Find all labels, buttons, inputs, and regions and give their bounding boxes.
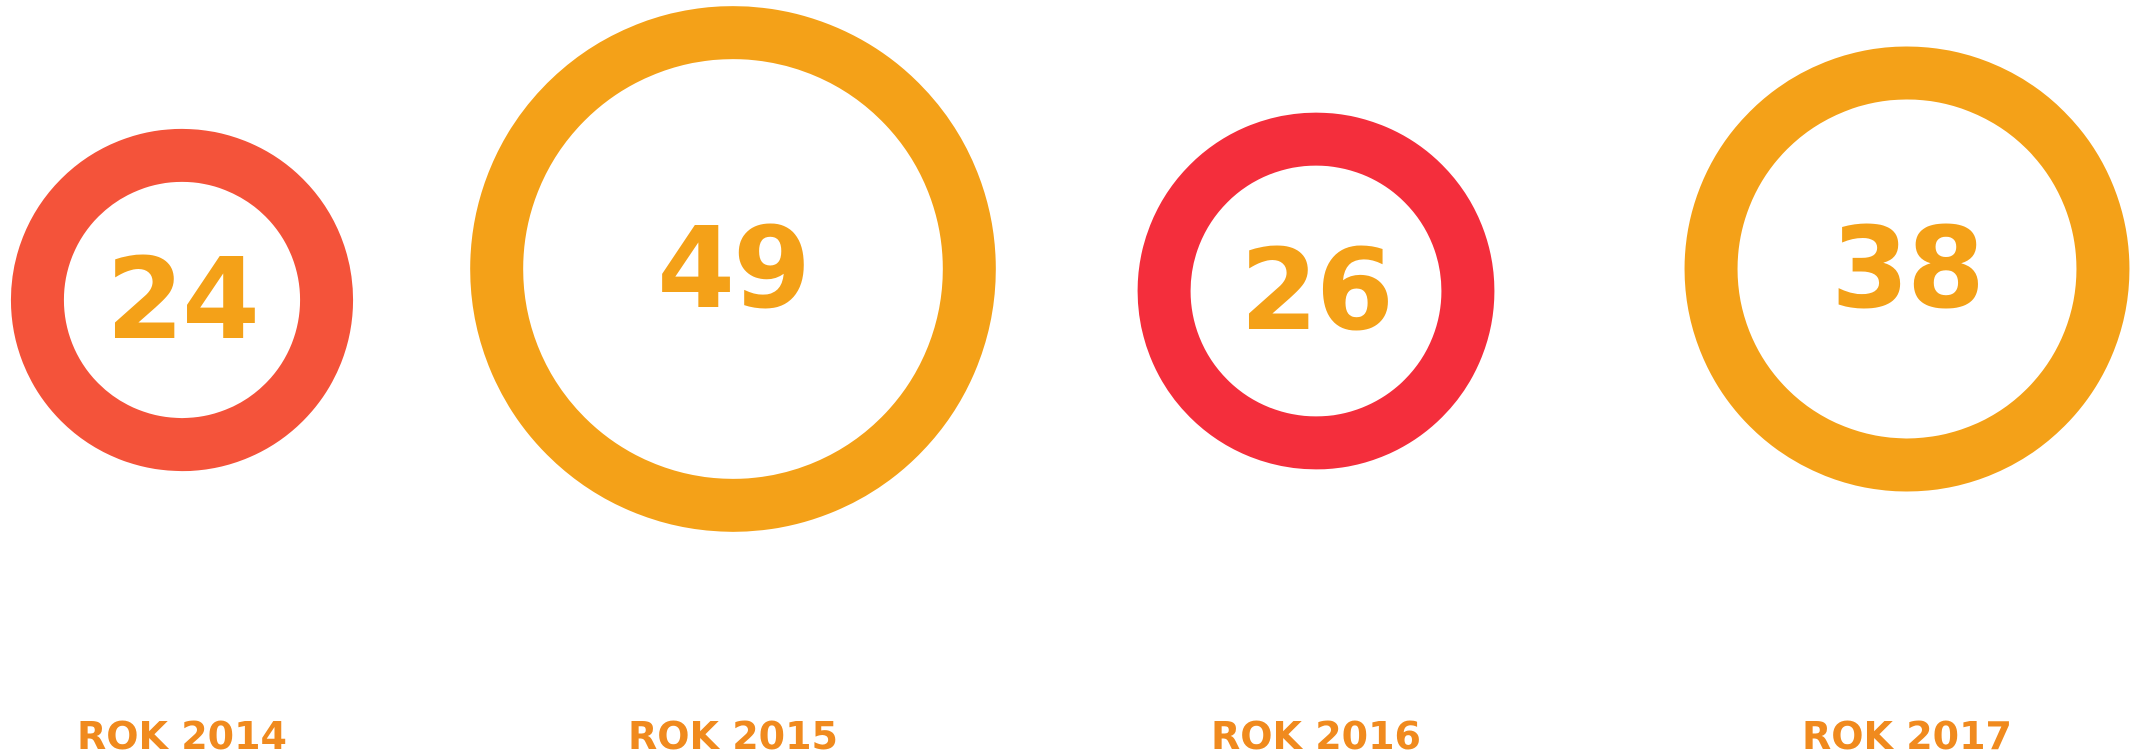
year-label: ROK 2015 xyxy=(628,714,838,755)
year-label: ROK 2014 xyxy=(77,714,287,755)
year-label: ROK 2016 xyxy=(1211,714,1421,755)
bubble-ring xyxy=(10,128,354,472)
year-label: ROK 2017 xyxy=(1802,714,2012,755)
bubble-value: 49 xyxy=(657,204,809,334)
bubble-value: 26 xyxy=(1240,226,1392,356)
bubble-ring xyxy=(1137,112,1495,470)
bubble-value: 38 xyxy=(1831,204,1983,334)
bubble-ring xyxy=(470,6,996,532)
bubble-value: 24 xyxy=(106,235,258,365)
bubble-ring xyxy=(1684,46,2130,492)
